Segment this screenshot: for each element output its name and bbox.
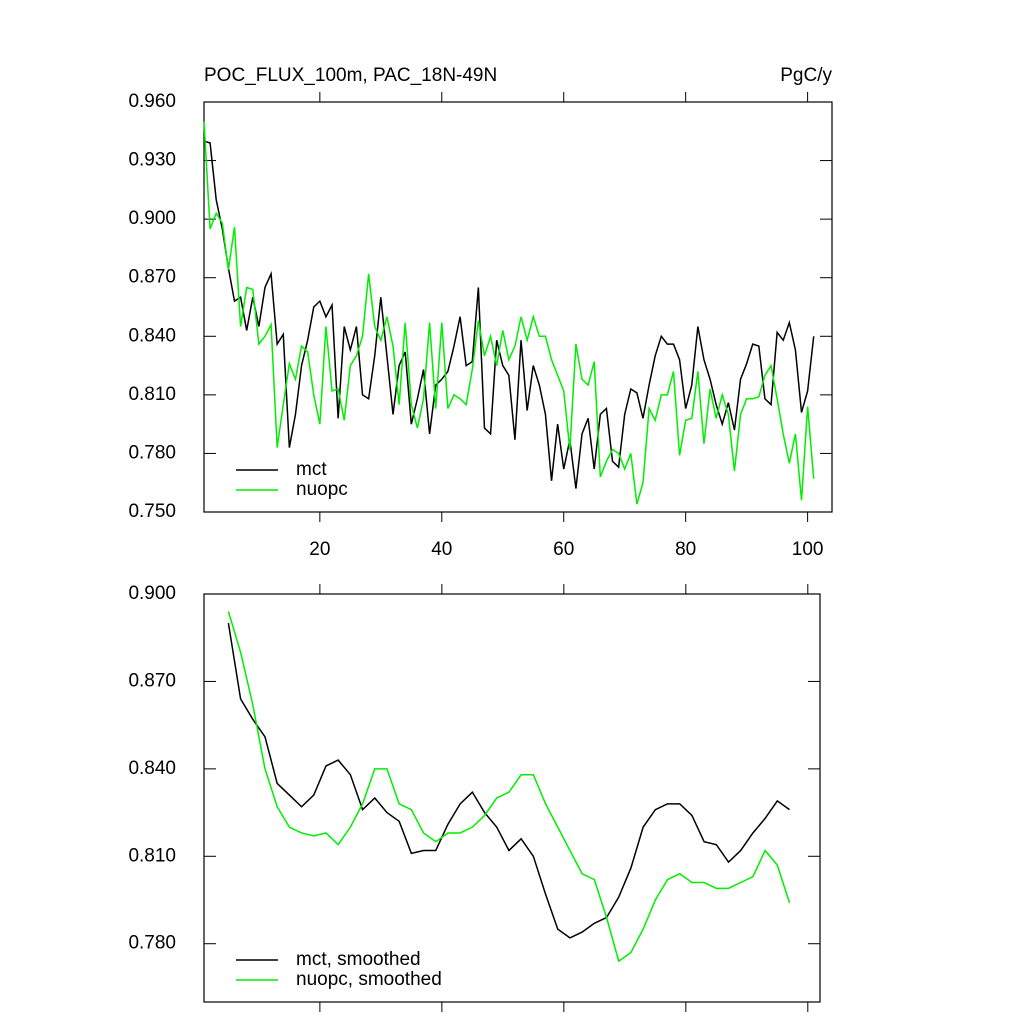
y-tick-label: 0.900: [128, 583, 176, 604]
legend-label: mct: [296, 459, 327, 480]
data-line: [227, 623, 790, 939]
y-tick-label: 0.870: [128, 670, 176, 691]
y-tick-label: 0.870: [128, 267, 176, 288]
x-tick-label: 20: [309, 539, 330, 560]
y-tick-label: 0.960: [128, 91, 176, 112]
legend-label: nuopc: [296, 479, 348, 500]
plot-frame: [203, 593, 821, 1003]
units-label: PgC/y: [780, 65, 832, 86]
chart-title: POC_FLUX_100m, PAC_18N-49N: [204, 65, 497, 86]
data-line: [203, 140, 815, 489]
x-tick-label: 100: [792, 539, 824, 560]
y-tick-label: 0.750: [128, 501, 176, 522]
data-line: [203, 121, 815, 505]
y-tick-label: 0.840: [128, 325, 176, 346]
x-tick-label: 80: [675, 539, 696, 560]
y-tick-label: 0.900: [128, 208, 176, 229]
legend-label: mct, smoothed: [296, 949, 421, 970]
x-tick-label: 40: [431, 539, 452, 560]
plot-frame: [203, 101, 833, 513]
data-line: [227, 611, 791, 963]
y-tick-label: 0.810: [128, 384, 176, 405]
y-tick-label: 0.780: [128, 442, 176, 463]
y-tick-label: 0.780: [128, 933, 176, 954]
y-tick-label: 0.840: [128, 758, 176, 779]
x-tick-label: 60: [553, 539, 574, 560]
legend-label: nuopc, smoothed: [296, 969, 442, 990]
y-tick-label: 0.930: [128, 150, 176, 171]
y-tick-label: 0.810: [128, 845, 176, 866]
